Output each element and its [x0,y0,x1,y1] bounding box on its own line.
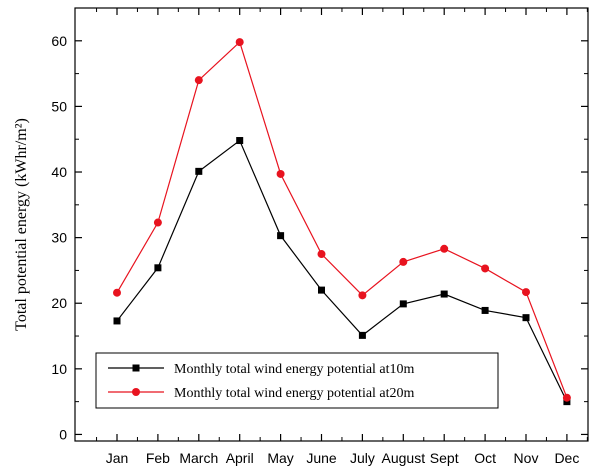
legend: Monthly total wind energy potential at10… [95,352,499,409]
legend-box [95,352,499,409]
series-line [116,139,568,402]
y-tick-label: 60 [51,33,67,49]
data-point-circle [522,288,530,297]
x-tick-label: May [267,450,293,466]
x-tick-label: Nov [514,450,539,466]
data-point-square [113,317,121,325]
data-point-circle [317,250,326,259]
y-tick-label: 20 [51,295,67,311]
legend-marker-square [132,364,140,372]
x-tick-label: April [226,450,254,466]
legend-label: Monthly total wind energy potential at10… [174,362,415,377]
legend-label: Monthly total wind energy potential at20… [174,386,415,401]
data-point-circle [153,218,162,227]
x-tick-label: March [179,450,218,466]
y-tick-label: 50 [51,98,67,114]
data-point-square [399,300,407,308]
y-axis-label: Total potential energy (kWhr/m²) [13,118,30,331]
series-2 [113,38,571,402]
plot-frame [74,7,589,442]
data-point-square [236,137,244,145]
x-tick-label: July [350,450,375,466]
x-axis: Jan Feb March April May June July August Sept Oct… [96,8,588,466]
data-point-circle [276,169,285,178]
data-point-square [318,286,325,294]
data-point-circle [481,264,490,273]
data-point-square [440,290,448,298]
x-tick-label: Dec [554,450,579,466]
x-tick-label: Jan [106,450,129,466]
data-point-square [195,167,203,175]
data-point-circle [399,257,408,266]
x-tick-label: August [382,450,426,466]
x-tick-label: Sept [430,450,459,466]
data-point-square [277,232,285,240]
x-tick-label: June [306,450,337,466]
y-axis: 0 10 20 30 40 50 60 [51,33,588,442]
data-point-square [154,264,162,272]
data-point-square [481,306,489,314]
legend-marker-circle [132,388,140,396]
data-point-square [358,331,366,339]
data-point-circle [235,38,244,47]
plot-frame-rect [74,7,589,442]
data-point-circle [358,291,367,300]
data-point-circle [440,244,449,253]
y-tick-label: 30 [51,230,67,246]
series-layer [113,38,571,406]
x-tick-label: Oct [474,450,496,466]
data-point-circle [194,76,203,85]
data-point-circle [113,288,121,297]
y-tick-label: 40 [51,164,67,180]
data-point-circle [562,393,571,402]
data-point-square [522,314,530,322]
y-tick-label: 10 [51,361,67,377]
x-tick-label: Feb [146,450,170,466]
y-tick-label: 0 [59,426,67,442]
series-line [116,41,568,398]
